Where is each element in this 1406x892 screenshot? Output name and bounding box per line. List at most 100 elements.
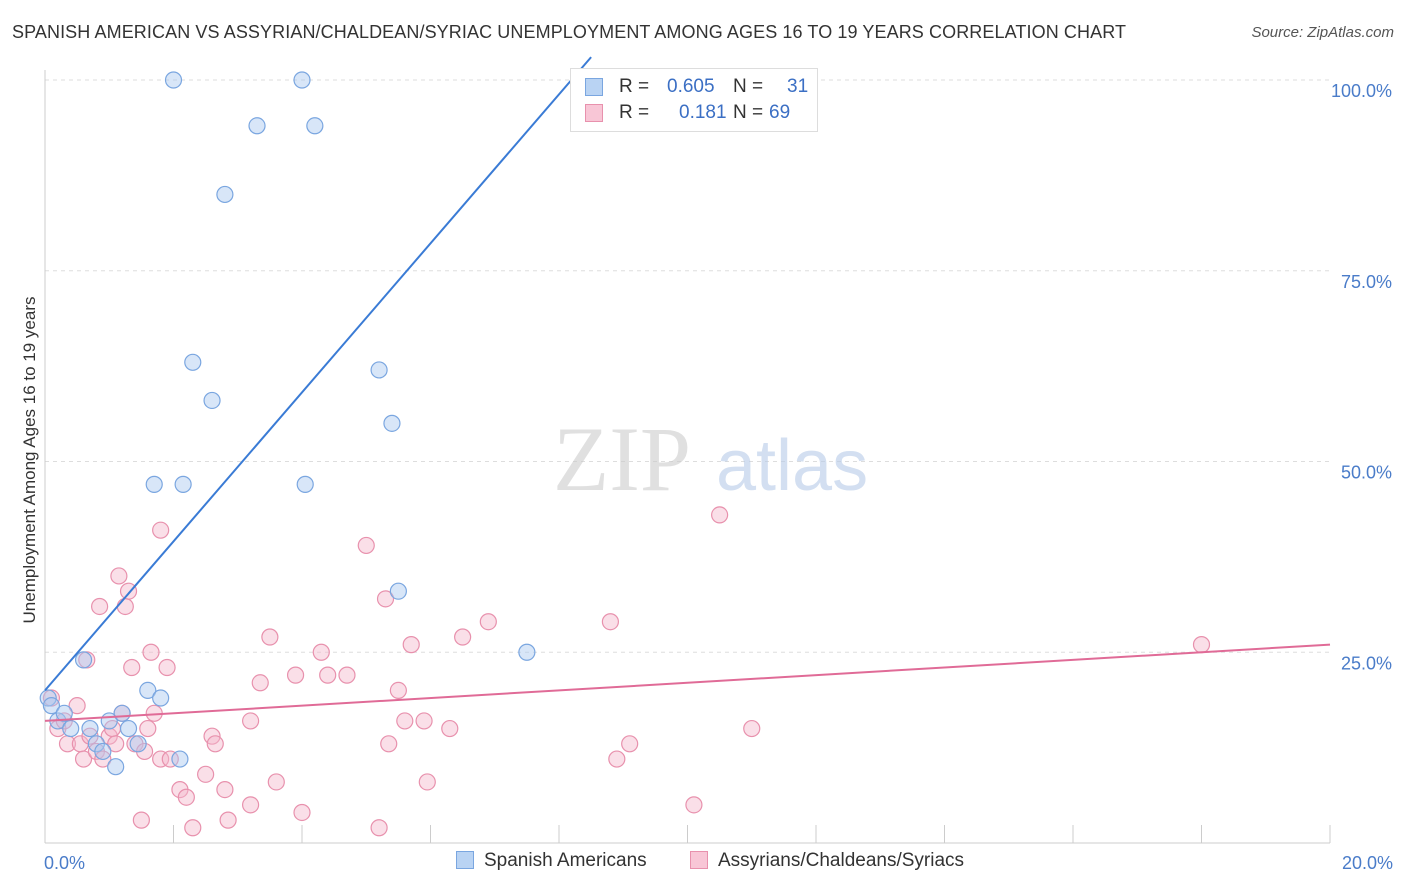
blue-point-8 xyxy=(94,742,112,761)
pink-point-40 xyxy=(251,674,269,692)
blue-point-12 xyxy=(119,719,138,738)
pink-point-15 xyxy=(110,567,128,585)
watermark-zip: ZIP xyxy=(553,408,691,510)
pink-point-43 xyxy=(286,666,305,684)
pink-point-45 xyxy=(312,643,330,661)
blue-point-4 xyxy=(62,719,80,738)
blue-point-10 xyxy=(107,758,125,776)
chart-title: SPANISH AMERICAN VS ASSYRIAN/CHALDEAN/SY… xyxy=(12,22,1127,42)
pink-point-46 xyxy=(319,666,337,684)
pink-point-32 xyxy=(184,819,202,837)
pink-point-57 xyxy=(441,719,459,738)
grid xyxy=(45,79,1330,653)
legend-r-label: R = xyxy=(619,76,650,97)
pink-point-44 xyxy=(293,803,311,822)
pink-point-29 xyxy=(161,750,179,768)
pink-point-61 xyxy=(608,750,626,768)
pink-point-23 xyxy=(139,719,157,738)
axes xyxy=(44,70,1331,844)
blue-point-28 xyxy=(383,414,401,432)
pink-point-53 xyxy=(396,712,414,730)
legend-n-pink: 69 xyxy=(769,102,791,123)
blue-point-14 xyxy=(139,681,157,700)
blue-point-17 xyxy=(171,750,189,768)
pink-point-54 xyxy=(402,636,420,654)
pink-point-24 xyxy=(142,643,160,661)
blue-points xyxy=(39,71,536,776)
tick-labels: 25.0% 50.0% 75.0% 100.0% 0.0% 20.0% xyxy=(44,81,1393,873)
blue-point-5 xyxy=(74,651,93,669)
pink-point-27 xyxy=(152,521,170,539)
trend-line-pink xyxy=(44,643,1331,722)
pink-point-48 xyxy=(357,536,375,555)
watermark-atlas: atlas xyxy=(716,426,868,506)
legend-n-label: N = xyxy=(733,76,764,97)
pink-point-14 xyxy=(107,735,125,753)
blue-point-13 xyxy=(129,735,147,753)
pink-point-42 xyxy=(267,773,285,791)
bottom-legend-blue: Spanish Americans xyxy=(456,850,647,872)
pink-point-6 xyxy=(74,750,93,768)
pink-point-4 xyxy=(68,697,86,715)
pink-point-64 xyxy=(711,506,729,524)
blue-point-29 xyxy=(389,582,407,600)
blue-point-19 xyxy=(184,353,202,371)
blue-point-6 xyxy=(81,719,99,738)
pink-point-17 xyxy=(116,597,134,616)
pink-point-28 xyxy=(158,658,176,677)
pink-point-41 xyxy=(261,628,279,646)
x-tick-label-min: 0.0% xyxy=(44,853,85,873)
pink-point-63 xyxy=(685,796,703,814)
bottom-legend-label-blue: Spanish Americans xyxy=(484,850,647,871)
pink-point-59 xyxy=(479,613,497,631)
trend-line-blue xyxy=(44,56,592,692)
legend-swatch-pink xyxy=(585,104,603,122)
pink-point-66 xyxy=(1192,636,1211,654)
pink-point-18 xyxy=(119,582,138,600)
blue-point-23 xyxy=(248,117,266,135)
x-tick-label-max: 20.0% xyxy=(1342,853,1393,873)
pink-point-50 xyxy=(376,590,395,608)
pink-point-36 xyxy=(216,780,234,799)
bottom-legend-swatch-pink xyxy=(690,851,708,869)
pink-points xyxy=(42,506,1211,837)
blue-point-22 xyxy=(164,71,183,89)
blue-point-26 xyxy=(296,475,314,493)
blue-point-1 xyxy=(42,697,61,715)
bottom-legend-label-pink: Assyrians/Chaldeans/Syriacs xyxy=(718,850,965,871)
bottom-legend-swatch-blue xyxy=(456,851,474,869)
blue-point-3 xyxy=(55,704,73,722)
pink-point-58 xyxy=(454,628,472,646)
y-tick-label-25: 25.0% xyxy=(1341,653,1392,673)
blue-point-30 xyxy=(518,643,536,661)
blue-point-24 xyxy=(293,71,311,89)
blue-point-15 xyxy=(145,475,163,493)
source-label: Source: ZipAtlas.com xyxy=(1251,24,1394,41)
pink-point-37 xyxy=(219,811,237,829)
y-tick-label-50: 50.0% xyxy=(1341,463,1392,483)
y-tick-label-75: 75.0% xyxy=(1341,272,1392,292)
trend-lines xyxy=(44,56,1331,722)
blue-point-25 xyxy=(306,117,324,135)
blue-point-21 xyxy=(216,185,234,204)
legend-r-label-2: R = xyxy=(619,102,650,123)
legend-swatch-blue xyxy=(585,78,603,96)
pink-point-21 xyxy=(132,811,150,829)
y-axis-label: Unemployment Among Ages 16 to 19 years xyxy=(20,296,39,624)
pink-point-60 xyxy=(601,613,620,631)
pink-point-35 xyxy=(206,735,224,753)
blue-point-18 xyxy=(174,475,192,493)
pink-point-51 xyxy=(380,735,398,753)
pink-point-49 xyxy=(370,819,388,837)
pink-point-33 xyxy=(197,765,215,783)
bottom-legend-pink: Assyrians/Chaldeans/Syriacs xyxy=(690,850,964,872)
pink-point-55 xyxy=(415,712,433,730)
blue-point-11 xyxy=(113,704,131,722)
legend-box: R = 0.605 N = 31 R = 0.181 N = 69 xyxy=(570,68,818,132)
pink-point-10 xyxy=(91,597,109,616)
pink-point-39 xyxy=(242,712,260,730)
legend-r-pink: 0.181 xyxy=(679,102,727,123)
pink-point-31 xyxy=(177,788,195,806)
pink-point-56 xyxy=(418,773,436,791)
